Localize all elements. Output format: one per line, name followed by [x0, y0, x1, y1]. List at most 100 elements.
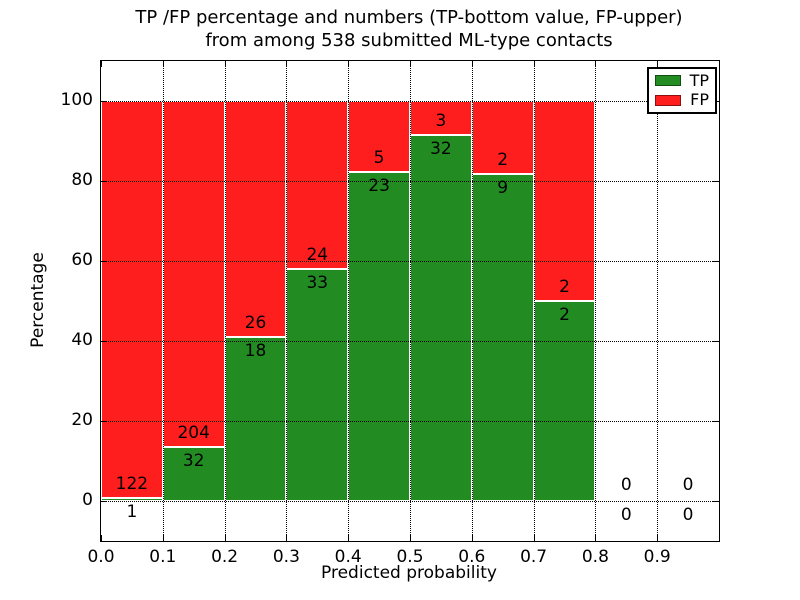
y-tick-mark-right — [713, 421, 719, 422]
x-tick-mark — [348, 535, 350, 541]
x-tick-mark — [410, 535, 411, 541]
y-tick-label: 100 — [60, 90, 93, 110]
bar-segment-tp — [348, 172, 410, 501]
y-tick-mark-right — [713, 181, 719, 182]
bar-count-label-fp: 24 — [306, 245, 329, 266]
x-tick-label: 0.6 — [458, 547, 486, 567]
bar-segment-fp — [224, 101, 287, 338]
bar-segment-tp — [471, 173, 534, 501]
x-tick-mark-top — [224, 61, 226, 67]
legend-item: FP — [655, 92, 709, 108]
x-tick-mark-top — [348, 61, 350, 67]
bar-count-label-tp: 18 — [244, 341, 267, 362]
bar-segment-fp — [101, 101, 163, 498]
bar-count-label-tp: 0 — [620, 505, 632, 525]
bars-layer — [101, 61, 719, 541]
y-tick-mark — [101, 341, 107, 342]
bar-count-label-fp: 2 — [559, 277, 570, 297]
grid-line-vertical — [471, 61, 473, 541]
grid-layer — [101, 61, 719, 541]
x-tick-label: 0.8 — [581, 547, 609, 567]
y-tick-mark-right — [713, 261, 719, 262]
bar-segment-fp — [348, 101, 410, 173]
y-tick-mark-right — [713, 341, 719, 342]
bar-segment-tp — [162, 446, 225, 501]
grid-line-horizontal — [101, 421, 719, 422]
y-tick-label: 20 — [71, 410, 93, 430]
x-axis-label: Predicted probability — [321, 563, 497, 583]
legend: TP FP — [647, 67, 717, 114]
grid-line-horizontal — [101, 501, 719, 502]
bar-count-label-fp: 0 — [620, 475, 632, 495]
plot-area: 122 1 204 32 26 18 24 33 5 23 3 32 2 9 2 2 0 0 0 0 0.0 0.1 0.… — [61, 60, 720, 567]
bar-count-label-tp: 1 — [126, 501, 138, 522]
y-axis-label: Percentage — [28, 252, 48, 348]
bar-count-label-fp: 26 — [244, 313, 267, 334]
bar-segment-fp — [533, 101, 596, 301]
x-tick-mark — [224, 535, 226, 541]
bar-count-label-tp: 2 — [559, 305, 570, 325]
x-tick-mark-top — [410, 61, 411, 67]
x-tick-mark-top — [657, 61, 659, 67]
x-tick-label: 0.1 — [149, 547, 177, 567]
bar-segment-tp — [286, 269, 349, 501]
y-tick-mark-right — [713, 501, 719, 502]
y-tick-label: 40 — [71, 330, 93, 350]
x-tick-mark-top — [533, 61, 535, 67]
legend-swatch-tp — [655, 75, 681, 87]
grid-line-horizontal — [101, 261, 719, 262]
x-tick-label: 0.7 — [520, 547, 548, 567]
grid-line-vertical — [224, 61, 226, 541]
x-tick-mark — [533, 535, 535, 541]
legend-swatch-fp — [655, 94, 682, 106]
bar-count-label-tp: 33 — [306, 273, 329, 294]
y-tick-mark — [101, 421, 107, 422]
legend-label-fp: FP — [690, 90, 709, 110]
grid-line-vertical — [162, 61, 164, 541]
bar-count-label-tp: 32 — [182, 450, 205, 471]
y-tick-mark — [101, 501, 107, 502]
x-tick-label: 0.0 — [87, 547, 115, 567]
chart-title-line-2: from among 538 submitted ML-type contact… — [205, 30, 613, 51]
y-tick-label: 80 — [71, 170, 93, 190]
x-tick-mark — [595, 535, 597, 541]
bar-count-label-fp: 3 — [435, 111, 447, 132]
grid-line-vertical — [410, 61, 411, 541]
x-tick-mark — [471, 535, 473, 541]
x-tick-mark — [101, 535, 102, 541]
grid-line-vertical — [348, 61, 350, 541]
x-tick-mark-top — [162, 61, 164, 67]
chart-title-line-1: TP /FP percentage and numbers (TP-bottom… — [135, 7, 683, 28]
grid-line-vertical — [657, 61, 659, 541]
bar-count-label-fp: 5 — [373, 148, 385, 169]
x-tick-mark-top — [101, 61, 102, 67]
bar-labels-layer: 122 1 204 32 26 18 24 33 5 23 3 32 2 9 2 2 0 0 0 0 — [101, 61, 719, 541]
bar-count-label-tp: 32 — [430, 139, 452, 160]
bar-segment-tp — [101, 497, 163, 501]
y-tick-mark — [101, 181, 107, 182]
x-tick-mark — [286, 535, 288, 541]
bar-count-label-tp: 0 — [682, 505, 694, 525]
grid-line-vertical — [533, 61, 535, 541]
x-tick-mark — [657, 535, 659, 541]
x-tick-label: 0.9 — [643, 547, 671, 567]
grid-line-horizontal — [101, 101, 719, 102]
y-tick-mark — [101, 261, 107, 262]
x-tick-label: 0.3 — [272, 547, 300, 567]
bar-count-label-fp: 204 — [177, 422, 210, 443]
bar-count-label-fp: 2 — [497, 149, 509, 170]
x-tick-mark — [162, 535, 164, 541]
x-tick-mark-top — [471, 61, 473, 67]
grid-line-horizontal — [101, 341, 719, 342]
bar-count-label-tp: 9 — [497, 177, 509, 198]
y-tick-mark — [101, 101, 107, 102]
grid-line-vertical — [595, 61, 597, 541]
bar-count-label-fp: 122 — [115, 473, 149, 494]
chart-title: TP /FP percentage and numbers (TP-bottom… — [100, 6, 718, 52]
bar-segment-tp — [410, 135, 472, 501]
x-tick-label: 0.4 — [334, 547, 362, 567]
bar-count-label-tp: 23 — [368, 176, 390, 197]
grid-line-horizontal — [101, 181, 719, 182]
x-tick-label: 0.5 — [396, 547, 424, 567]
